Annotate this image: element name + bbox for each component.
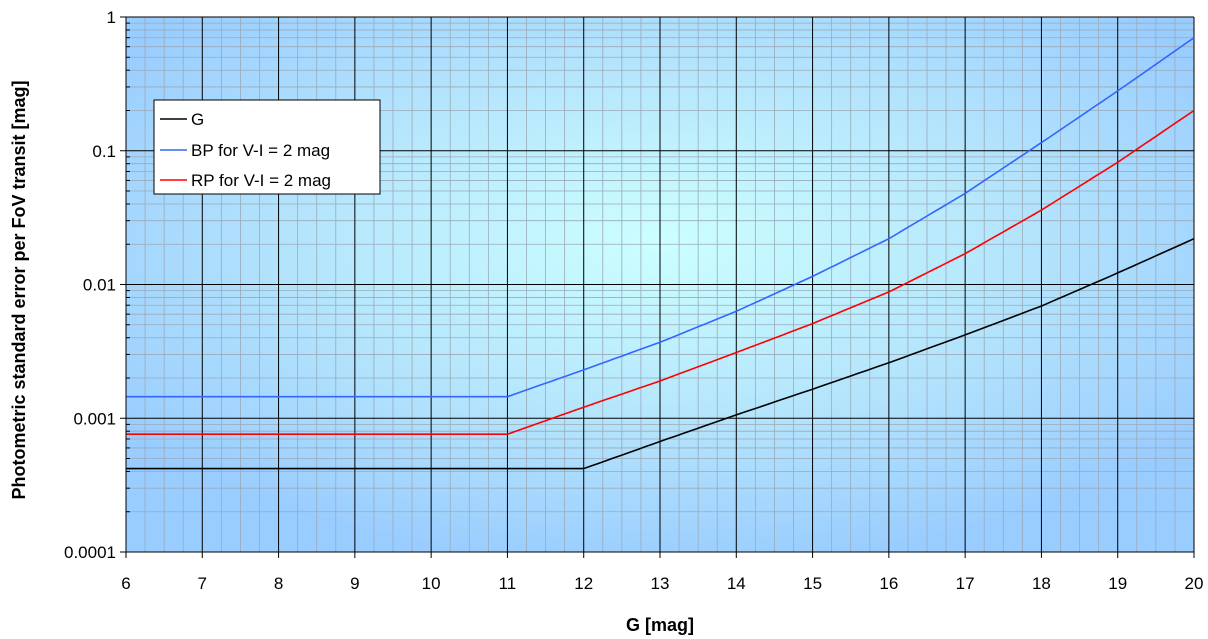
x-tick-label: 13 — [651, 574, 670, 593]
y-tick-label: 0.01 — [83, 276, 116, 295]
legend-label-bp: BP for V-I = 2 mag — [191, 141, 330, 160]
x-tick-label: 16 — [879, 574, 898, 593]
legend-label-g: G — [191, 110, 204, 129]
series-line-1 — [126, 37, 1195, 398]
x-tick-label: 9 — [350, 574, 359, 593]
x-tick-label: 18 — [1032, 574, 1051, 593]
y-tick-label: 0.1 — [92, 142, 116, 161]
y-tick-label: 0.001 — [73, 409, 116, 428]
y-tick-label: 0.0001 — [64, 543, 116, 562]
y-axis-title: Photometric standard error per FoV trans… — [9, 80, 29, 499]
x-tick-label: 7 — [198, 574, 207, 593]
x-tick-label: 8 — [274, 574, 283, 593]
x-tick-label: 19 — [1108, 574, 1127, 593]
x-tick-label: 11 — [499, 574, 517, 593]
legend-label-rp: RP for V-I = 2 mag — [191, 171, 331, 190]
x-tick-label: 6 — [121, 574, 130, 593]
series-line-2 — [126, 109, 1195, 436]
series-lines — [126, 37, 1195, 470]
x-tick-label: 10 — [422, 574, 441, 593]
x-tick-label: 17 — [956, 574, 975, 593]
y-tick-labels: 0.0001 0.001 0.01 0.1 1 — [64, 8, 116, 562]
x-tick-labels: 6 7 8 9 10 11 12 13 14 15 16 17 18 19 20 — [121, 574, 1203, 593]
legend: G BP for V-I = 2 mag RP for V-I = 2 mag — [153, 99, 381, 195]
series-line-0 — [126, 237, 1195, 470]
axis-ticks — [120, 16, 1195, 558]
x-tick-label: 14 — [727, 574, 746, 593]
y-tick-label: 1 — [107, 8, 116, 27]
legend-box — [153, 99, 381, 195]
x-tick-label: 12 — [574, 574, 593, 593]
x-tick-label: 15 — [803, 574, 822, 593]
x-axis-title: G [mag] — [626, 615, 694, 635]
x-tick-label: 20 — [1185, 574, 1204, 593]
